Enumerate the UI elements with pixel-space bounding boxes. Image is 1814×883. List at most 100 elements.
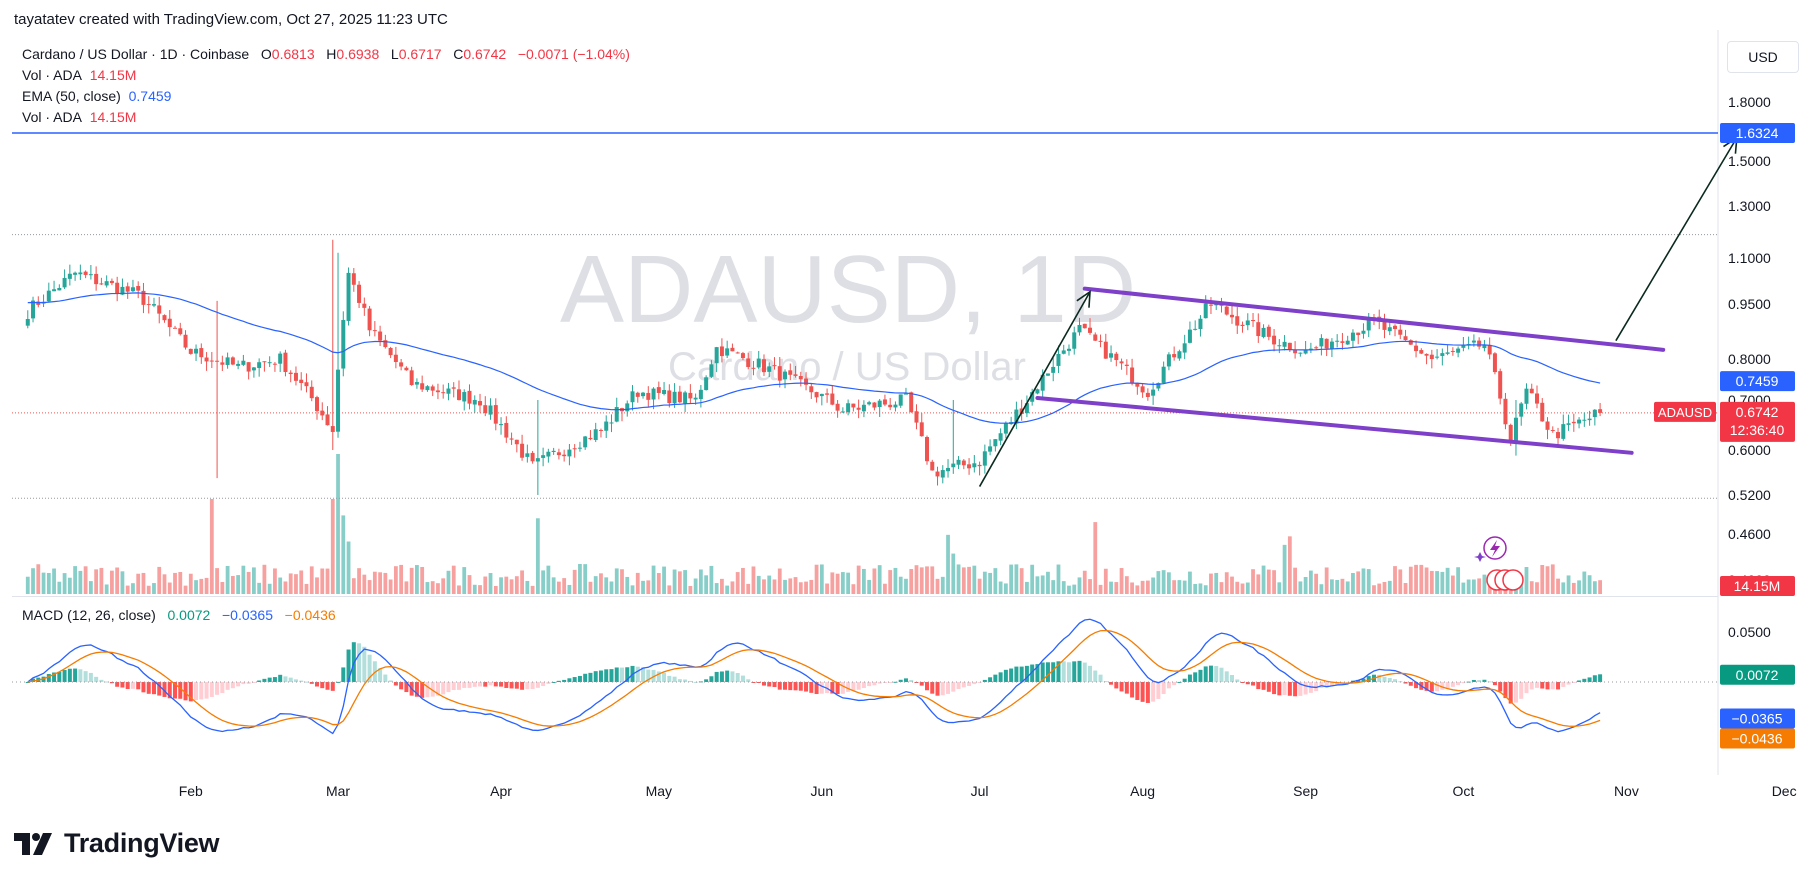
candle-body <box>1303 349 1308 354</box>
legend-volume-row[interactable]: Vol · ADA 14.15M <box>22 65 630 86</box>
candle-body <box>467 390 472 404</box>
volume-bar <box>704 575 709 594</box>
pane-divider[interactable] <box>12 596 1718 597</box>
candle-body <box>1571 421 1576 424</box>
candle-body <box>667 390 672 404</box>
volume-bar <box>914 565 919 594</box>
macd-hist-bar <box>225 682 230 690</box>
macd-hist-bar <box>903 678 908 682</box>
macd-hist-bar <box>1240 682 1245 683</box>
price-legend: Cardano / US Dollar · 1D · Coinbase O0.6… <box>22 44 630 128</box>
volume-bar <box>131 583 135 594</box>
macd-hist-bar <box>725 670 730 682</box>
legend-volume2-row[interactable]: Vol · ADA 14.15M <box>22 107 630 128</box>
candle-body <box>330 426 335 432</box>
candle-body <box>1272 335 1277 345</box>
macd-hist-bar <box>925 682 929 691</box>
candle-body <box>425 386 430 391</box>
volume-bar <box>904 578 908 594</box>
macd-hist-bar <box>588 672 593 682</box>
macd-hist-bar <box>935 682 940 696</box>
candle-body <box>362 303 367 308</box>
macd-hist-bar <box>25 682 30 683</box>
legend-ema-row[interactable]: EMA (50, close) 0.7459 <box>22 86 630 107</box>
macd-hist-bar <box>777 682 782 690</box>
volume-bar <box>194 580 198 594</box>
volume-bar <box>599 573 603 594</box>
volume-bar <box>1293 567 1298 594</box>
macd-hist-bar <box>414 682 419 697</box>
candle-body <box>998 433 1003 441</box>
macd-hist-bar <box>635 666 640 682</box>
volume-bar <box>209 499 214 594</box>
candle-body <box>31 300 36 319</box>
candle-body <box>725 348 730 356</box>
badge-ema: 0.7459 <box>1736 373 1779 389</box>
macd-hist-bar <box>567 678 572 682</box>
macd-hist-bar <box>956 682 961 690</box>
volume-bar <box>1471 579 1476 594</box>
legend-open: 0.6813 <box>271 46 315 62</box>
volume-bar <box>604 577 609 594</box>
volume-bar <box>1582 571 1587 594</box>
candle-body <box>1261 327 1266 337</box>
currency-button[interactable]: USD <box>1727 41 1799 73</box>
legend-symbol-row[interactable]: Cardano / US Dollar · 1D · Coinbase O0.6… <box>22 44 630 65</box>
macd-hist-bar <box>656 671 661 682</box>
candle-body <box>1282 341 1287 347</box>
macd-hist-bar <box>625 667 630 682</box>
sparkle-icon <box>1474 552 1486 562</box>
volume-bar <box>1166 572 1171 594</box>
macd-hist-bar <box>1414 682 1419 689</box>
volume-bar <box>309 566 314 594</box>
macd-hist-bar <box>378 668 383 682</box>
candle-body <box>1130 367 1135 384</box>
volume-bar <box>1529 581 1534 594</box>
tradingview-logo[interactable]: TradingView <box>14 828 220 859</box>
plot-background <box>12 30 1718 775</box>
candle-body <box>1540 402 1545 422</box>
macd-hist-bar <box>967 682 972 687</box>
macd-hist-bar <box>788 682 793 691</box>
candle-body <box>1145 392 1150 398</box>
macd-line <box>27 618 1601 735</box>
candle-body <box>1382 320 1387 330</box>
volume-bar <box>609 581 614 594</box>
candle-body <box>183 334 188 348</box>
volume-bar <box>677 571 682 594</box>
macd-hist-bar <box>793 682 798 691</box>
candle-body <box>1045 373 1050 376</box>
volume-bar <box>1061 581 1066 594</box>
volume-bar <box>556 581 561 594</box>
macd-hist-bar <box>730 671 735 682</box>
candle-body <box>1277 345 1282 347</box>
volume-bar <box>478 585 482 594</box>
candle-body <box>1293 350 1298 354</box>
macd-hist-bar <box>1566 682 1571 685</box>
volume-bar <box>1445 567 1450 594</box>
macd-legend[interactable]: MACD (12, 26, close) 0.0072 −0.0365 −0.0… <box>22 607 336 623</box>
macd-hist-bar <box>1366 676 1371 682</box>
macd-hist-bar <box>1513 682 1518 703</box>
volume-bar <box>315 577 319 594</box>
macd-hist-bar <box>1072 661 1077 682</box>
volume-bar <box>877 565 882 594</box>
candle-body <box>462 392 467 402</box>
volume-bar <box>1450 575 1455 594</box>
candle-body <box>656 387 661 393</box>
macd-hist-bar <box>1256 682 1261 690</box>
macd-hist-bar <box>1435 682 1440 692</box>
macd-hist-bar <box>94 676 99 682</box>
macd-hist-bar <box>393 682 398 686</box>
candle-body <box>1003 422 1008 434</box>
volume-bar <box>409 567 414 594</box>
volume-bar <box>1535 582 1539 594</box>
candle-body <box>1166 354 1171 367</box>
candle-body <box>730 347 735 352</box>
macd-hist-bar <box>577 675 582 682</box>
candle-body <box>1456 348 1461 353</box>
volume-bar <box>798 582 803 594</box>
macd-hist-bar <box>1519 682 1524 699</box>
candle-body <box>341 319 346 369</box>
